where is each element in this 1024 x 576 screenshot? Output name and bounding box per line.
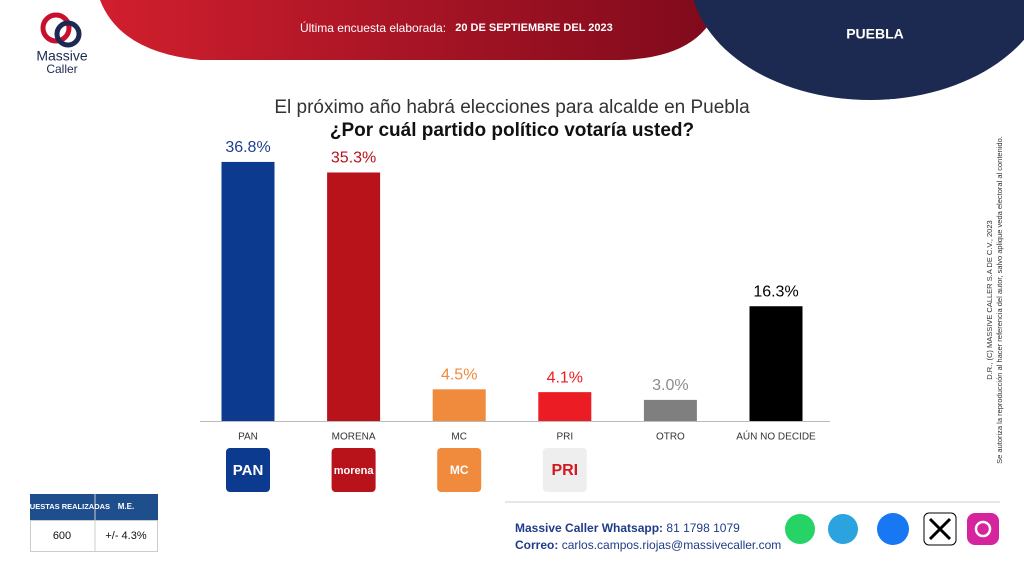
value-label: 4.5% xyxy=(441,367,477,384)
header-circle xyxy=(693,0,1024,100)
party-logo-text: PRI xyxy=(551,462,578,479)
footer-line: Correo: carlos.campos.riojas@massivecall… xyxy=(515,538,781,552)
bar xyxy=(749,306,803,421)
whatsapp: 81 1798 1079 xyxy=(666,521,740,535)
facebook-icon[interactable] xyxy=(877,513,909,545)
x-tick-label: OTRO xyxy=(656,432,685,443)
email-label: Correo: xyxy=(515,538,558,552)
social-icons xyxy=(785,512,999,546)
email: carlos.campos.riojas@massivecaller.com xyxy=(562,538,782,552)
survey-date: 20 DE SEPTIEMBRE DEL 2023 xyxy=(455,22,613,34)
legal-text: D.R., (C) MASSIVE CALLER S.A DE C.V., 20… xyxy=(985,136,1004,464)
party-logo: MC xyxy=(437,448,482,492)
survey-label: Última encuesta elaborada: xyxy=(300,20,446,35)
value-label: 3.0% xyxy=(652,377,688,394)
party-logo: morena xyxy=(331,448,376,492)
bar xyxy=(643,399,697,421)
bar xyxy=(432,389,486,421)
party-logo-box xyxy=(226,448,270,492)
telegram-icon[interactable] xyxy=(828,514,858,544)
bar xyxy=(538,392,592,421)
bar xyxy=(327,172,381,421)
value-label: 36.8% xyxy=(225,139,270,156)
table-header xyxy=(30,494,158,520)
table-header-cell: M.E. xyxy=(118,502,134,511)
region: PUEBLA xyxy=(846,26,904,42)
x-tick-label: PRI xyxy=(556,432,573,443)
party-logo: PRI xyxy=(542,448,587,492)
party-logo-box xyxy=(331,448,376,492)
table-cell: +/- 4.3% xyxy=(105,530,146,542)
party-logo-box xyxy=(542,448,587,492)
footer-line: Massive Caller Whatsapp: 81 1798 1079 xyxy=(515,521,740,535)
whatsapp-icon[interactable] xyxy=(785,514,815,544)
party-logo: PAN xyxy=(226,448,270,492)
value-label: 4.1% xyxy=(547,369,583,386)
table-header-cell: ENCUESTAS REALIZADAS xyxy=(14,502,110,511)
legal-line: Se autoriza la reproducción al hacer ref… xyxy=(995,136,1004,464)
instagram-icon[interactable] xyxy=(967,513,999,545)
stats-table: ENCUESTAS REALIZADAS M.E. 600 +/- 4.3% xyxy=(14,494,158,552)
party-logo-box xyxy=(437,448,482,492)
x-tick-label: AÚN NO DECIDE xyxy=(736,430,816,443)
whatsapp-label: Massive Caller Whatsapp: xyxy=(515,521,663,535)
party-logo-text: MC xyxy=(450,463,469,477)
header-band xyxy=(100,0,720,60)
brand-logo: Massive Caller xyxy=(36,12,88,76)
brand-name: Massive xyxy=(36,48,88,64)
x-tick-label: PAN xyxy=(238,432,258,443)
chart-title: El próximo año habrá elecciones para alc… xyxy=(274,97,750,118)
party-logo-text: PAN xyxy=(233,462,264,479)
table-cell: 600 xyxy=(53,530,71,542)
party-logo-text: morena xyxy=(334,465,375,477)
brand-name: Caller xyxy=(46,62,77,76)
table-row xyxy=(30,520,158,552)
x-tick-label: MORENA xyxy=(332,432,376,443)
value-label: 35.3% xyxy=(331,150,376,167)
x-tick-label: MC xyxy=(451,432,467,443)
value-label: 16.3% xyxy=(753,283,798,300)
chart-subtitle: ¿Por cuál partido político votaría usted… xyxy=(330,120,694,141)
legal-line: D.R., (C) MASSIVE CALLER S.A DE C.V., 20… xyxy=(985,220,994,379)
bar xyxy=(221,161,275,422)
